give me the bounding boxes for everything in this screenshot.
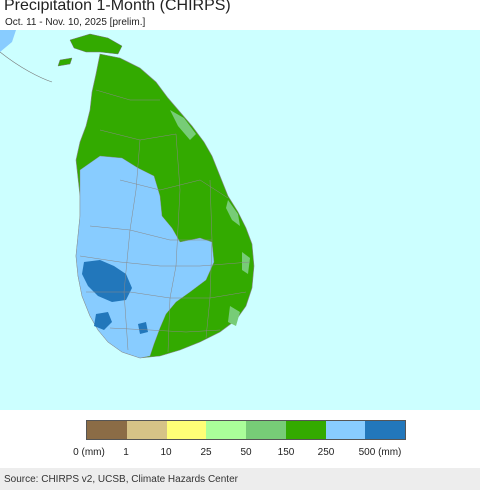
map-subtitle: Oct. 11 - Nov. 10, 2025 [prelim.]	[5, 17, 146, 28]
dry-patch-east-3	[242, 252, 250, 274]
dry-patch-east-4	[228, 306, 240, 326]
india-landmass	[0, 30, 16, 52]
legend-tick-7: 500 (mm)	[358, 447, 402, 458]
legend-swatch-5	[285, 421, 326, 439]
legend-swatch-0	[87, 421, 127, 439]
legend-swatch-3	[206, 421, 246, 439]
legend-tick-1: 1	[123, 447, 129, 458]
legend-tick-2: 10	[160, 447, 172, 458]
mannar-island	[57, 57, 73, 67]
legend-colorbar	[86, 420, 406, 440]
dry-patch-east-2	[226, 200, 240, 226]
legend-swatch-6	[325, 421, 366, 439]
map-title: Precipitation 1-Month (CHIRPS)	[4, 0, 231, 14]
dry-patch-east-1	[170, 110, 196, 140]
district-boundaries	[79, 89, 251, 353]
wet-zone-500-plus-a	[82, 260, 132, 302]
gulf-coast-outline	[0, 51, 53, 83]
jaffna-peninsula	[69, 33, 123, 55]
wet-zone-500-plus-b	[94, 312, 112, 330]
wet-zone-250-500	[75, 155, 215, 359]
legend-swatch-1	[126, 421, 167, 439]
legend-swatch-7	[365, 421, 405, 439]
legend-tick-5: 150	[277, 447, 295, 458]
legend-tick-0: 0 (mm)	[73, 447, 105, 458]
legend-tick-4: 50	[240, 447, 252, 458]
legend-swatch-4	[246, 421, 286, 439]
source-credit: Source: CHIRPS v2, UCSB, Climate Hazards…	[4, 474, 238, 485]
footer-bar: Source: CHIRPS v2, UCSB, Climate Hazards…	[0, 468, 480, 490]
precipitation-map	[0, 30, 480, 410]
legend-swatch-2	[166, 421, 207, 439]
legend-tick-6: 250	[317, 447, 335, 458]
wet-zone-500-plus-c	[138, 322, 148, 334]
legend-tick-3: 25	[200, 447, 212, 458]
